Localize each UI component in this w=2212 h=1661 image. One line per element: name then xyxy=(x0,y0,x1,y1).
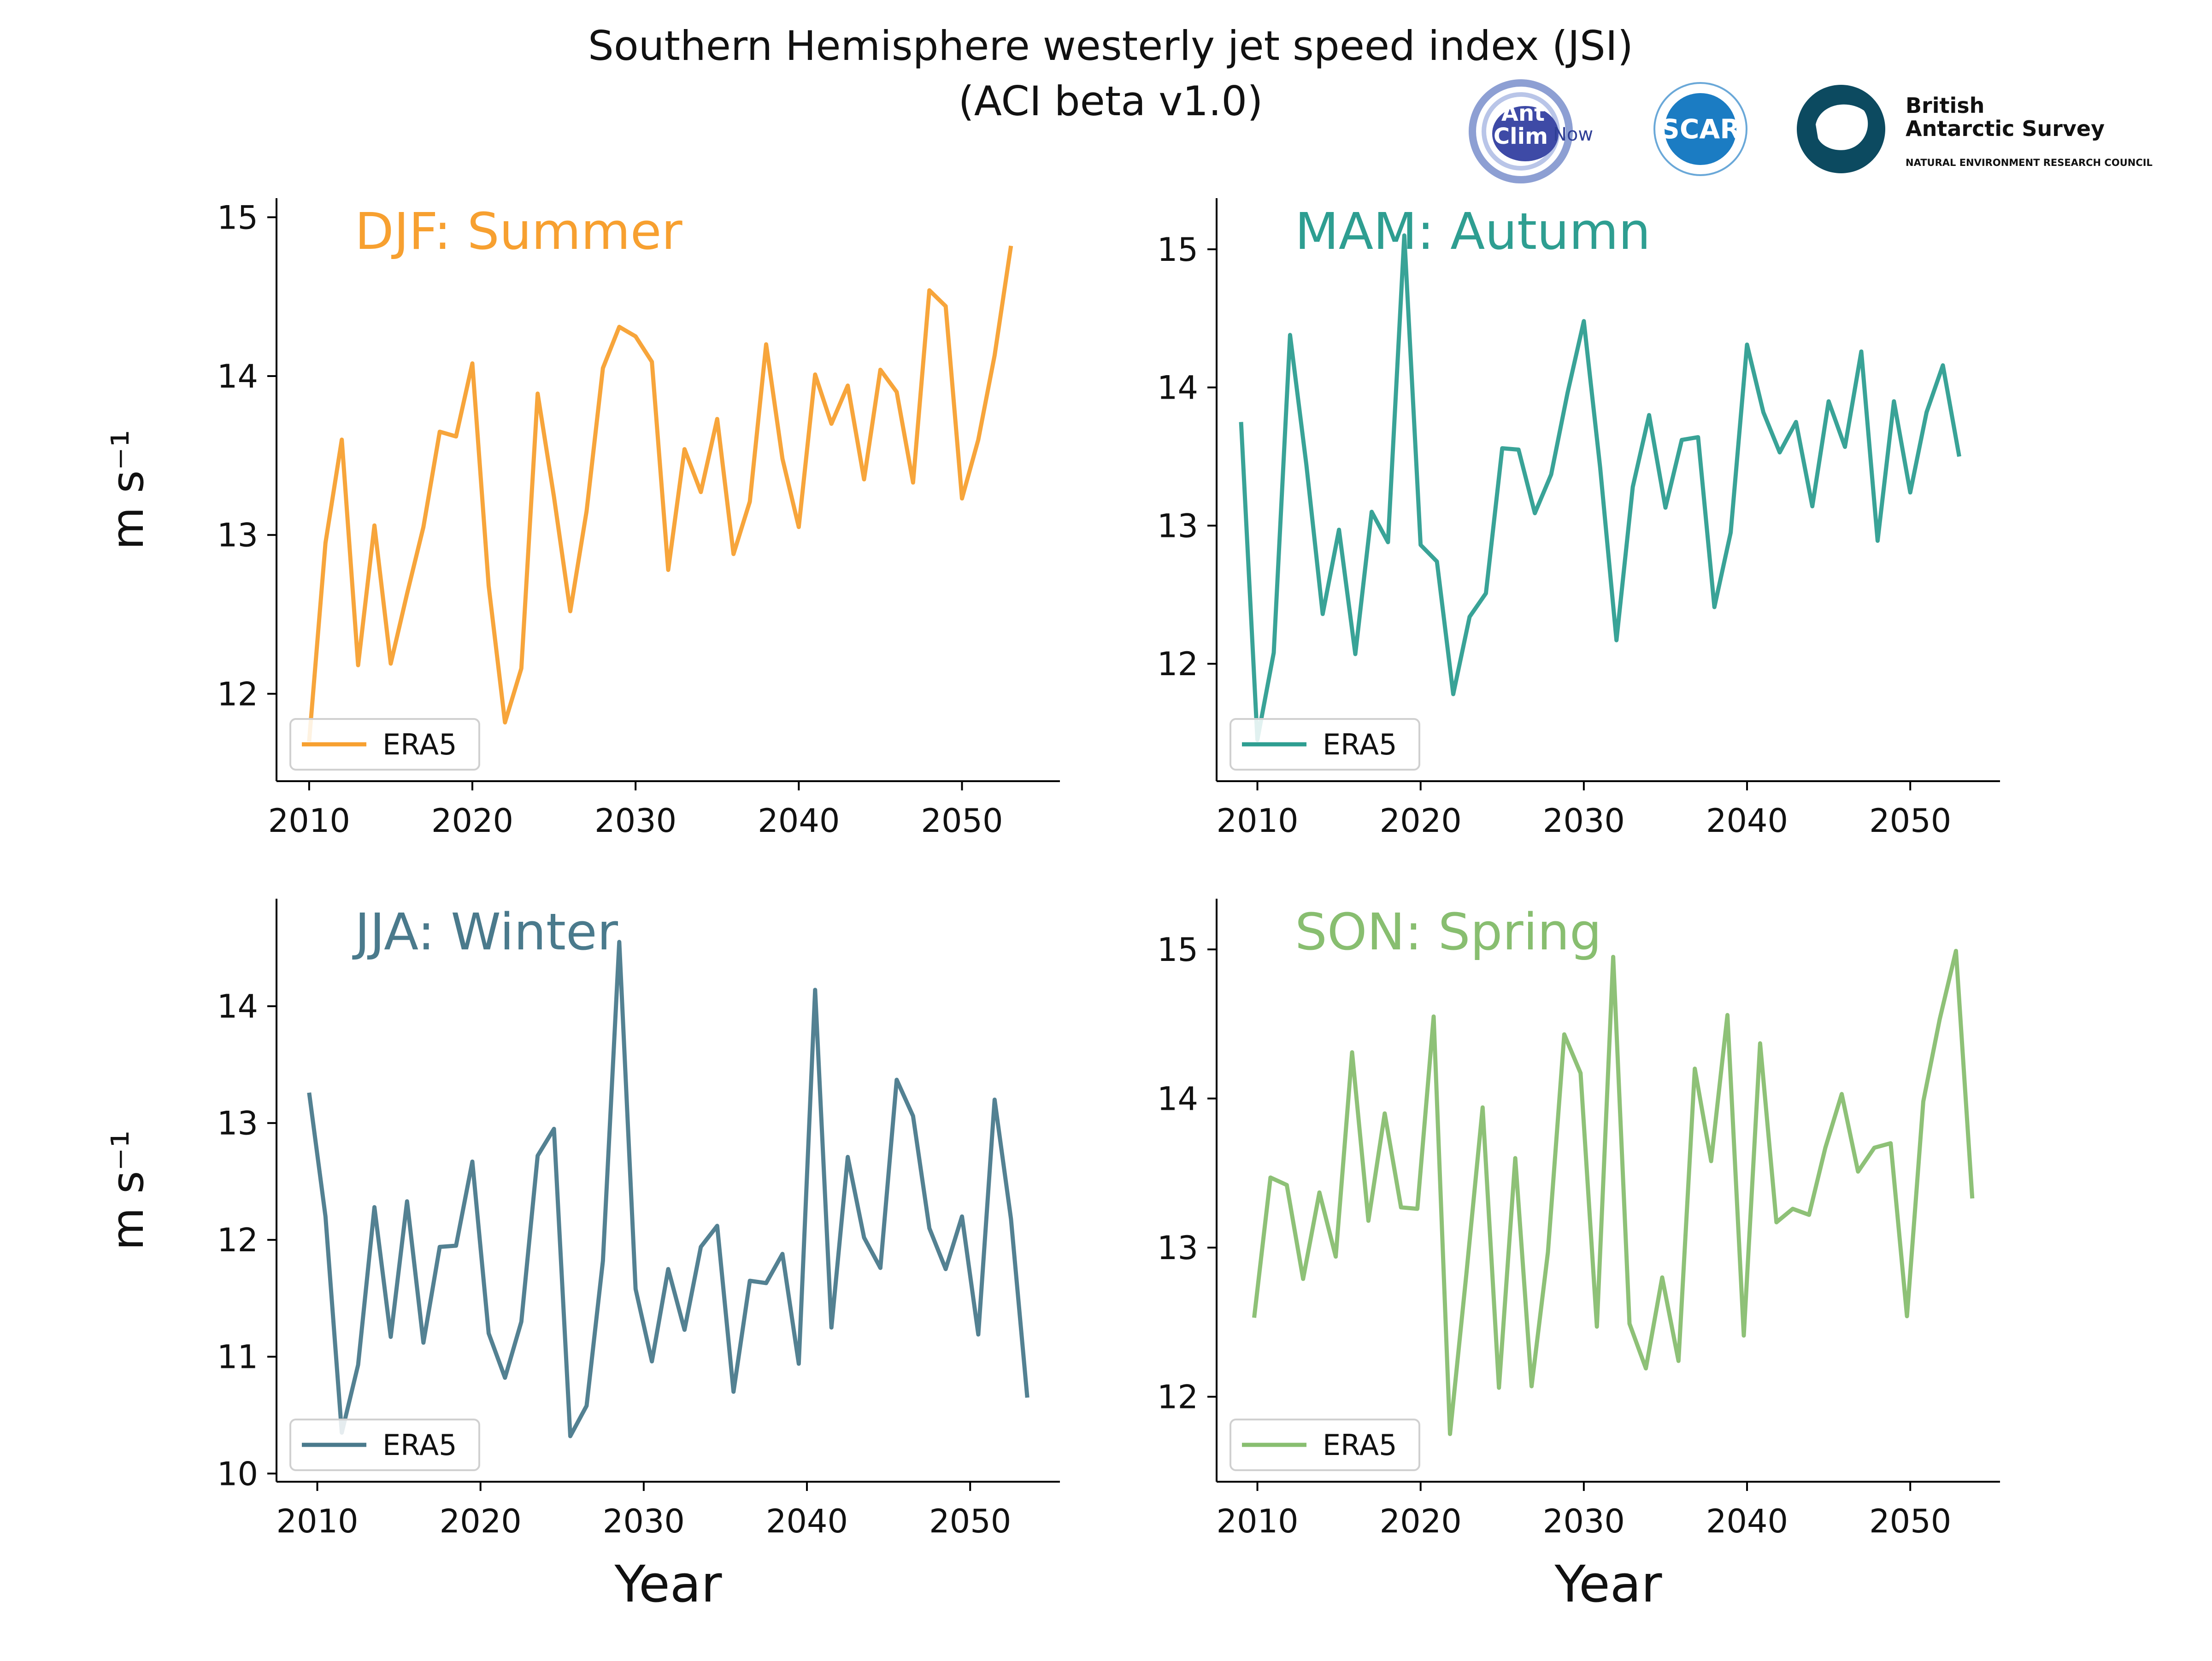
figure-subtitle: (ACI beta v1.0) xyxy=(958,77,1263,125)
y-tick-label-djf: 14 xyxy=(217,358,258,395)
y-tick-label-jja: 14 xyxy=(217,988,258,1025)
y-tick-label-son: 12 xyxy=(1157,1378,1198,1416)
legend-box-jja xyxy=(289,1419,480,1471)
x-tick-label-djf: 2040 xyxy=(758,802,840,840)
x-tick-label-jja: 2020 xyxy=(440,1502,522,1540)
legend-mam: ERA5 xyxy=(1230,718,1420,771)
series-line-djf xyxy=(307,245,1013,742)
series-line-son xyxy=(1252,948,1975,1436)
bas-logo-line1: British xyxy=(1906,93,1984,118)
x-tick-label-son: 2010 xyxy=(1216,1502,1298,1540)
panel-jja: 2010 2020 2030 2040 2050 10 11 12 13 14 m s⁻¹ Year J… xyxy=(103,899,1060,1614)
legend-djf: ERA5 xyxy=(289,718,480,771)
x-tick-label-mam: 2020 xyxy=(1380,802,1462,840)
figure-title: Southern Hemisphere westerly jet speed i… xyxy=(588,22,1633,70)
y-axis-label-jja: m s⁻¹ xyxy=(103,1130,153,1250)
y-tick-label-son: 14 xyxy=(1157,1080,1198,1118)
x-tick-label-jja: 2040 xyxy=(766,1502,848,1540)
bas-logo-line2: Antarctic Survey xyxy=(1906,116,2105,141)
bas-logo-line3: NATURAL ENVIRONMENT RESEARCH COUNCIL xyxy=(1906,157,2153,168)
series-line-mam xyxy=(1239,233,1961,742)
panel-son: 2010 2020 2030 2040 2050 12 13 14 15 Year SON: Spr… xyxy=(1157,899,2000,1614)
series-line-jja xyxy=(307,940,1030,1438)
y-tick-label-mam: 13 xyxy=(1157,507,1198,545)
x-tick-label-djf: 2020 xyxy=(431,802,513,840)
antclim-logo-line1: Ant xyxy=(1501,100,1545,126)
legend-box-son xyxy=(1230,1419,1420,1471)
x-tick-label-djf: 2010 xyxy=(268,802,350,840)
y-tick-label-son: 13 xyxy=(1157,1229,1198,1267)
x-tick-label-jja: 2010 xyxy=(276,1502,358,1540)
y-tick-label-mam: 15 xyxy=(1157,231,1198,269)
x-tick-label-son: 2030 xyxy=(1543,1502,1625,1540)
bas-logo: British Antarctic Survey NATURAL ENVIRON… xyxy=(1797,85,2153,173)
x-tick-label-mam: 2010 xyxy=(1216,802,1298,840)
antclim-logo-suffix: Now xyxy=(1553,124,1593,145)
panel-title-djf: DJF: Summer xyxy=(355,202,682,261)
antarctica-icon xyxy=(1816,104,1868,150)
y-tick-label-jja: 10 xyxy=(217,1455,258,1493)
legend-box-djf xyxy=(289,718,480,771)
y-tick-label-jja: 12 xyxy=(217,1221,258,1259)
y-tick-label-mam: 14 xyxy=(1157,369,1198,407)
x-tick-label-jja: 2050 xyxy=(929,1502,1011,1540)
y-tick-label-djf: 13 xyxy=(217,517,258,554)
legend-label-son: ERA5 xyxy=(1323,1428,1397,1462)
legend-label-jja: ERA5 xyxy=(382,1428,457,1462)
x-tick-label-mam: 2030 xyxy=(1543,802,1625,840)
panel-djf: 2010 2020 2030 2040 2050 12 13 14 15 m s⁻¹ DJF: Su… xyxy=(103,198,1060,840)
x-tick-label-djf: 2030 xyxy=(594,802,677,840)
y-tick-label-djf: 15 xyxy=(217,199,258,236)
panel-mam: 2010 2020 2030 2040 2050 12 13 14 15 MAM: Autumn E… xyxy=(1157,198,2000,840)
x-tick-label-son: 2020 xyxy=(1380,1502,1462,1540)
x-tick-label-son: 2050 xyxy=(1869,1502,1951,1540)
x-tick-label-jja: 2030 xyxy=(603,1502,685,1540)
y-tick-label-son: 15 xyxy=(1157,931,1198,969)
y-axis-label-djf: m s⁻¹ xyxy=(103,430,153,549)
y-tick-label-mam: 12 xyxy=(1157,645,1198,683)
x-tick-label-mam: 2050 xyxy=(1869,802,1951,840)
antclim-logo-line2: Clim xyxy=(1494,124,1548,149)
legend-son: ERA5 xyxy=(1230,1419,1420,1471)
legend-jja: ERA5 xyxy=(289,1419,480,1471)
antclim-logo: Ant Clim Now xyxy=(1469,79,1593,183)
x-axis-label-jja: Year xyxy=(614,1555,723,1614)
x-tick-label-mam: 2040 xyxy=(1706,802,1788,840)
y-tick-label-jja: 11 xyxy=(217,1338,258,1376)
legend-label-djf: ERA5 xyxy=(382,728,457,761)
scar-logo: SCAR xyxy=(1653,82,1747,176)
y-tick-label-djf: 12 xyxy=(217,675,258,713)
legend-box-mam xyxy=(1230,718,1420,771)
y-tick-label-jja: 13 xyxy=(217,1105,258,1143)
x-tick-label-son: 2040 xyxy=(1706,1502,1788,1540)
panel-title-jja: JJA: Winter xyxy=(352,902,618,961)
scar-logo-text: SCAR xyxy=(1660,113,1741,145)
panels: 2010 2020 2030 2040 2050 12 13 14 15 m s⁻¹ DJF: Su… xyxy=(103,198,2000,1614)
panel-title-mam: MAM: Autumn xyxy=(1295,202,1651,261)
x-axis-label-son: Year xyxy=(1554,1555,1663,1614)
x-tick-label-djf: 2050 xyxy=(921,802,1003,840)
legend-label-mam: ERA5 xyxy=(1323,728,1397,761)
panel-title-son: SON: Spring xyxy=(1295,902,1602,961)
